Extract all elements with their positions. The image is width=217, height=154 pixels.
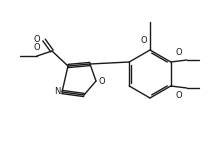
Text: N: N	[54, 87, 60, 97]
Text: O: O	[33, 34, 40, 43]
Text: O: O	[176, 91, 182, 100]
Text: O: O	[140, 36, 147, 45]
Text: O: O	[99, 77, 105, 85]
Text: O: O	[34, 43, 40, 52]
Text: O: O	[176, 48, 182, 57]
